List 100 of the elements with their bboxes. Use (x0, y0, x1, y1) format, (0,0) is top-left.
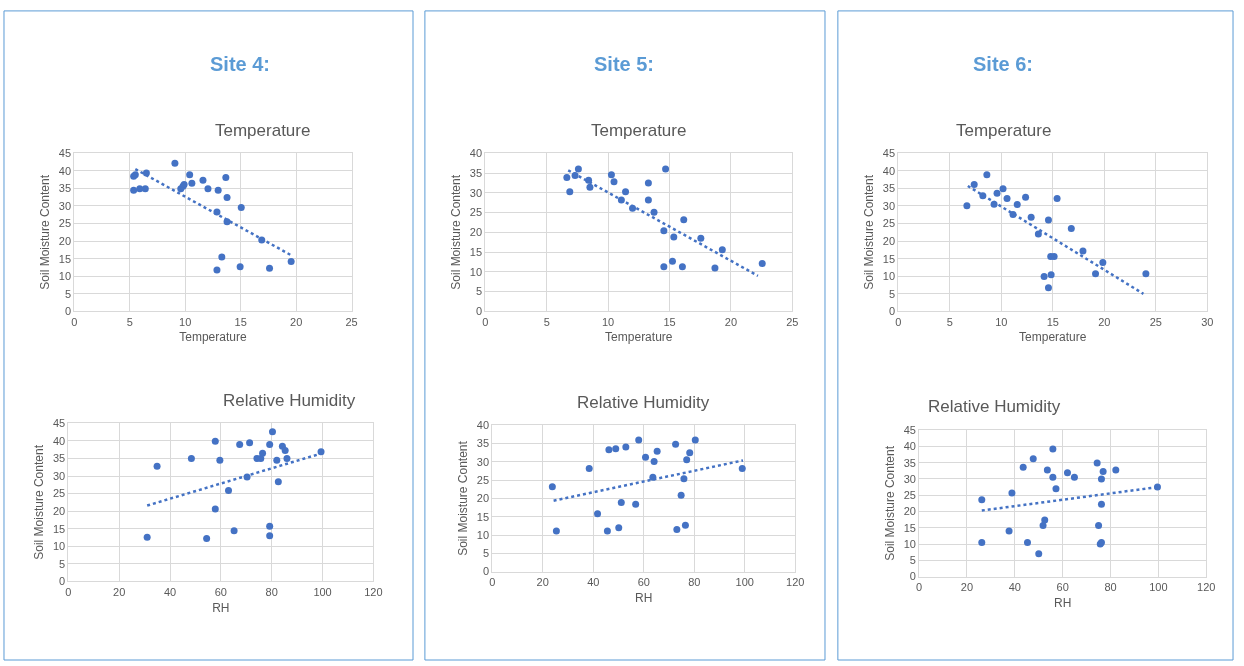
x-axis-title: RH (212, 600, 230, 615)
y-tick-label: 10 (469, 265, 483, 278)
y-tick-label: 30 (903, 472, 916, 485)
y-tick-label: 35 (469, 166, 483, 179)
y-tick-label: 0 (482, 565, 490, 578)
y-tick-label: 20 (903, 505, 916, 518)
text: Site 6: (973, 53, 1034, 75)
y-tick-label: 25 (903, 489, 916, 502)
y-tick-label: 35 (903, 456, 916, 469)
x-axis-title: Temperature (605, 330, 673, 345)
y-tick-label: 5 (482, 547, 490, 560)
text: Site 5: (594, 53, 655, 75)
y-tick-label: 25 (469, 206, 483, 219)
y-tick-label: 0 (475, 305, 483, 318)
x-tick-label: 20 (1098, 315, 1111, 328)
x-tick-label: 60 (637, 575, 650, 588)
x-tick-label: 5 (946, 315, 953, 328)
y-tick-label: 10 (903, 537, 916, 550)
y-tick-label: 40 (882, 164, 896, 177)
y-tick-label: 40 (52, 434, 66, 447)
y-tick-label: 15 (58, 252, 72, 265)
x-tick-label: 15 (234, 315, 247, 328)
y-tick-label: 20 (882, 234, 896, 247)
y-axis-title: Soil Moisture Content (862, 174, 877, 290)
y-tick-label: 25 (476, 474, 490, 487)
x-tick-label: 80 (265, 585, 278, 598)
y-tick-label: 10 (882, 270, 896, 283)
y-tick-label: 30 (52, 469, 66, 482)
x-tick-label: 40 (587, 575, 600, 588)
y-tick-label: 40 (469, 147, 483, 160)
y-tick-label: 0 (64, 305, 72, 318)
x-tick-label: 25 (786, 315, 799, 328)
y-axis-title: Soil Moisture Content (882, 445, 897, 561)
x-tick-label: 10 (179, 315, 192, 328)
y-tick-label: 5 (64, 287, 72, 300)
y-tick-label: 25 (882, 217, 896, 230)
chart-title: Relative Humidity (928, 397, 1061, 416)
chart-title: Temperature (956, 121, 1052, 140)
x-tick-label: 30 (1201, 315, 1214, 328)
x-tick-label: 60 (214, 585, 227, 598)
chart-title: Relative Humidity (577, 393, 710, 412)
y-tick-label: 45 (58, 147, 72, 160)
x-tick-label: 20 (724, 315, 738, 328)
chart-title: Temperature (215, 121, 311, 140)
y-axis-title: Soil Moisture Content (32, 444, 47, 560)
x-tick-label: 80 (1104, 580, 1117, 593)
y-tick-label: 45 (52, 417, 66, 430)
x-tick-label: 20 (290, 315, 303, 328)
y-tick-label: 10 (58, 270, 72, 283)
y-tick-label: 5 (59, 557, 66, 570)
y-tick-label: 20 (58, 234, 72, 247)
x-tick-label: 60 (1056, 580, 1069, 593)
x-tick-label: 120 (364, 585, 383, 598)
x-tick-label: 40 (163, 585, 177, 598)
chart-title: Relative Humidity (223, 391, 356, 410)
y-tick-label: 45 (882, 147, 896, 160)
y-tick-label: 0 (888, 305, 896, 318)
y-tick-label: 40 (58, 164, 72, 177)
x-tick-label: 10 (601, 315, 615, 328)
y-tick-label: 15 (469, 245, 483, 258)
y-tick-label: 10 (476, 528, 490, 541)
x-axis-title: RH (1054, 595, 1072, 610)
y-tick-label: 35 (476, 437, 490, 450)
x-tick-label: 100 (313, 585, 332, 598)
y-tick-label: 30 (58, 199, 72, 212)
y-tick-label: 30 (469, 186, 483, 199)
y-tick-label: 15 (882, 252, 896, 265)
y-tick-label: 35 (882, 182, 896, 195)
y-tick-label: 15 (52, 522, 66, 535)
y-axis-title: Soil Moisture Content (449, 174, 464, 290)
y-tick-label: 20 (476, 492, 490, 505)
y-tick-label: 20 (52, 505, 66, 518)
x-tick-label: 25 (1149, 315, 1162, 328)
y-axis-title: Soil Moisture Content (456, 440, 471, 556)
x-tick-label: 40 (1008, 580, 1021, 593)
x-tick-label: 100 (735, 575, 754, 588)
y-tick-label: 40 (903, 440, 916, 453)
x-axis-title: Temperature (179, 330, 247, 345)
x-tick-label: 25 (345, 315, 358, 328)
x-tick-label: 10 (995, 315, 1008, 328)
y-tick-label: 30 (476, 455, 490, 468)
y-tick-label: 15 (903, 521, 916, 534)
y-tick-label: 5 (909, 554, 916, 567)
x-tick-label: 120 (786, 575, 805, 588)
x-tick-label: 20 (960, 580, 974, 593)
y-tick-label: 25 (52, 487, 66, 500)
y-tick-label: 40 (476, 419, 490, 432)
x-tick-label: 20 (536, 575, 549, 588)
y-tick-label: 35 (52, 452, 66, 465)
y-tick-label: 5 (888, 287, 896, 300)
y-tick-label: 45 (903, 424, 916, 437)
y-tick-label: 35 (58, 182, 72, 195)
x-tick-label: 80 (688, 575, 701, 588)
x-tick-label: 20 (113, 585, 126, 598)
y-tick-label: 30 (882, 199, 896, 212)
y-axis-title: Soil Moisture Content (38, 174, 53, 290)
y-tick-label: 10 (52, 540, 66, 553)
y-tick-label: 15 (476, 510, 490, 523)
x-axis-title: RH (635, 590, 653, 605)
y-tick-label: 25 (58, 217, 72, 230)
